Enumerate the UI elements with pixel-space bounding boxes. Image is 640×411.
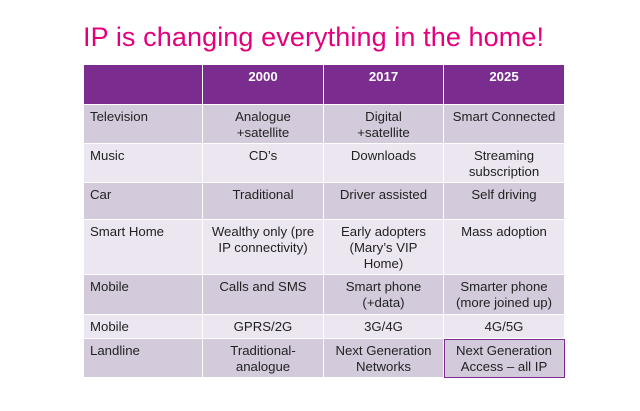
table-cell: Digital +satellite: [323, 104, 444, 144]
row-label: Music: [83, 143, 203, 183]
table-cell: Traditional: [202, 182, 324, 220]
slide-title: IP is changing everything in the home!: [83, 22, 545, 52]
row-label: Landline: [83, 338, 203, 378]
table-cell: Traditional-analogue: [202, 338, 324, 378]
header-row: 2000 2017 2025: [83, 64, 565, 105]
table-row-car: Car Traditional Driver assisted Self dri…: [83, 182, 565, 220]
header-cell-2017: 2017: [323, 64, 444, 105]
row-label: Television: [83, 104, 203, 144]
table-cell: Streaming subscription: [443, 143, 565, 183]
comparison-table: 2000 2017 2025 Television Analogue +satel…: [83, 64, 565, 378]
header-cell-corner: [83, 64, 203, 105]
table-cell: Smart phone (+data): [323, 274, 444, 315]
table-cell: CD’s: [202, 143, 324, 183]
table-row-landline: Landline Traditional-analogue Next Gener…: [83, 338, 565, 378]
table-cell: Analogue +satellite: [202, 104, 324, 144]
table-row-smart-home: Smart Home Wealthy only (pre IP connectiv…: [83, 219, 565, 275]
table-row-mobile-network: Mobile GPRS/2G 3G/4G 4G/5G: [83, 314, 565, 339]
row-label: Mobile: [83, 274, 203, 315]
table-row-music: Music CD’s Downloads Streaming subscripti…: [83, 143, 565, 183]
table-cell: Calls and SMS: [202, 274, 324, 315]
table-row-television: Television Analogue +satellite Digital +sa…: [83, 104, 565, 144]
header-cell-2025: 2025: [443, 64, 565, 105]
table-cell: 3G/4G: [323, 314, 444, 339]
row-label: Car: [83, 182, 203, 220]
table-cell: Wealthy only (pre IP connectivity): [202, 219, 324, 275]
table-cell: GPRS/2G: [202, 314, 324, 339]
highlighted-table-cell: Next Generation Access – all IP: [443, 338, 565, 378]
row-label: Smart Home: [83, 219, 203, 275]
table-cell: Next Generation Networks: [323, 338, 444, 378]
table-cell: Smarter phone (more joined up): [443, 274, 565, 315]
table-cell: Driver assisted: [323, 182, 444, 220]
table-cell: Self driving: [443, 182, 565, 220]
table-row-mobile: Mobile Calls and SMS Smart phone (+data) …: [83, 274, 565, 315]
header-cell-2000: 2000: [202, 64, 324, 105]
table-cell: Smart Connected: [443, 104, 565, 144]
table-cell: 4G/5G: [443, 314, 565, 339]
table-cell: Mass adoption: [443, 219, 565, 275]
row-label: Mobile: [83, 314, 203, 339]
table-cell: Early adopters (Mary’s VIP Home): [323, 219, 444, 275]
table-cell: Downloads: [323, 143, 444, 183]
